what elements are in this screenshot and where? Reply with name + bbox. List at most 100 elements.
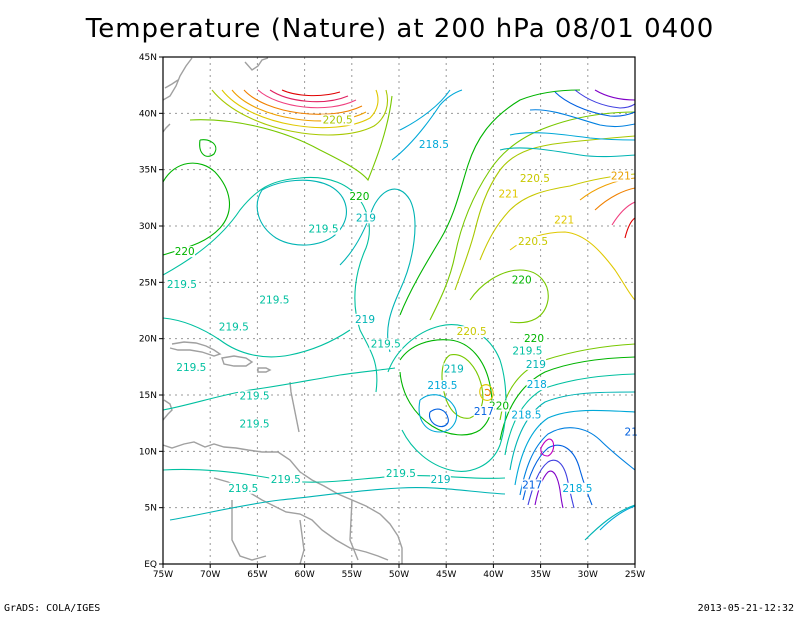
contour-label: 21	[625, 426, 638, 438]
lon-tick-label: 65W	[247, 570, 267, 580]
lon-tick-label: 40W	[483, 570, 503, 580]
contour-label-background	[553, 214, 575, 226]
lon-tick-label: 25W	[625, 570, 645, 580]
contour-line	[418, 394, 458, 433]
contour-line	[479, 173, 635, 261]
contour-label: 220	[512, 274, 532, 286]
lat-tick-label: 15N	[139, 391, 157, 401]
contour-label: 218.5	[427, 380, 457, 392]
contour-label-background	[516, 236, 550, 248]
lat-tick-label: 40N	[139, 109, 157, 119]
contour-line	[599, 505, 635, 531]
contour-label-background	[509, 409, 543, 421]
contour-label-background	[525, 358, 547, 370]
contour-label: 220	[349, 191, 369, 203]
contour-label: 219	[526, 359, 546, 371]
contour-label: 219.5	[240, 419, 270, 431]
lat-tick-label: 30N	[139, 222, 157, 232]
contour-label-background	[174, 246, 196, 258]
contour-line	[387, 324, 507, 472]
contour-line	[399, 89, 581, 316]
contour-label-background	[518, 172, 552, 184]
contour-line	[519, 427, 635, 496]
contour-line	[391, 89, 463, 161]
lon-tick-label: 75W	[153, 570, 173, 580]
contour-label: 221	[554, 215, 574, 227]
lat-tick-label: 20N	[139, 335, 157, 345]
coastline-cuba	[169, 341, 222, 357]
contour-line	[163, 317, 351, 358]
footer-timestamp: 2013-05-21-12:32	[697, 603, 794, 614]
coastline-puerto-rico	[257, 367, 272, 373]
contour-label-background	[384, 468, 418, 480]
contour-label-background	[498, 188, 519, 200]
footer-credit: GrADS: COLA/IGES	[4, 603, 101, 614]
coastline-lesser-antilles	[289, 381, 300, 433]
contour-label-background	[488, 400, 510, 412]
contour-label-background	[321, 114, 355, 126]
contour-line	[189, 95, 393, 182]
axis-ticks: 75W 70W 65W 60W 55W 50W 45W 40W 35W 30W 25W EQ 5N 10N…	[139, 53, 645, 580]
contour-label-background	[521, 479, 543, 491]
contour-line	[281, 89, 341, 97]
lon-tick-label: 30W	[578, 570, 598, 580]
contour-line	[243, 89, 363, 115]
contour-label: 221	[611, 171, 631, 183]
contour-label-background	[355, 212, 377, 224]
contour-label: 218.5	[562, 483, 592, 495]
contour-label: 219.5	[512, 345, 542, 357]
lat-tick-label: 45N	[139, 53, 157, 63]
contour-label-background	[455, 326, 489, 338]
contour-line	[257, 89, 357, 109]
contour-label-background	[523, 332, 545, 344]
contour-label-background	[425, 380, 459, 392]
contour-line	[479, 384, 494, 401]
contour-label: 219	[444, 363, 464, 375]
contour-line	[339, 188, 416, 353]
contour-line	[211, 89, 389, 136]
contour-line	[441, 354, 484, 419]
contour-line	[527, 459, 575, 509]
contour-line	[509, 132, 635, 141]
lon-tick-label: 45W	[436, 570, 456, 580]
contour-label: 220.5	[457, 326, 487, 338]
contour-line	[499, 147, 635, 158]
lat-tick-label: 35N	[139, 166, 157, 176]
contour-line	[429, 111, 635, 321]
contour-line	[169, 487, 506, 521]
contour-label: 219.5	[240, 390, 270, 402]
contour-label-background	[526, 379, 548, 391]
contour-label: 220.5	[323, 114, 353, 126]
contour-label-background	[238, 418, 272, 430]
lat-tick-label: 10N	[139, 447, 157, 457]
contour-label-background	[430, 473, 451, 485]
contour-label-background	[510, 345, 544, 357]
coastline-hispaniola	[221, 355, 254, 367]
contour-line	[163, 367, 396, 411]
contour-label-background	[349, 190, 370, 202]
lat-tick-label: 5N	[145, 504, 157, 514]
contour-label: 220	[524, 333, 544, 345]
lat-tick-label: 25N	[139, 278, 157, 288]
contour-label-background	[417, 139, 451, 151]
contour-line	[469, 269, 549, 324]
contour-label: 219	[431, 474, 451, 486]
contour-line	[540, 438, 555, 457]
contour-label: 220.5	[518, 236, 548, 248]
contour-label-background	[238, 390, 272, 402]
contour-line	[454, 135, 635, 291]
contour-line	[509, 391, 635, 471]
contour-line	[163, 162, 230, 256]
contour-label: 220	[175, 246, 195, 258]
contour-label: 219.5	[259, 295, 289, 307]
coastline-south-america-north	[163, 441, 403, 564]
contour-line	[514, 409, 635, 486]
contour-label-background	[610, 170, 632, 182]
lon-tick-label: 35W	[530, 570, 550, 580]
lon-tick-label: 55W	[342, 570, 362, 580]
contour-label-background	[306, 223, 340, 235]
contour-label-background	[560, 482, 594, 494]
coastline-venezuela-inland	[213, 477, 389, 564]
contour-line	[428, 408, 449, 428]
contour-line	[624, 217, 635, 239]
